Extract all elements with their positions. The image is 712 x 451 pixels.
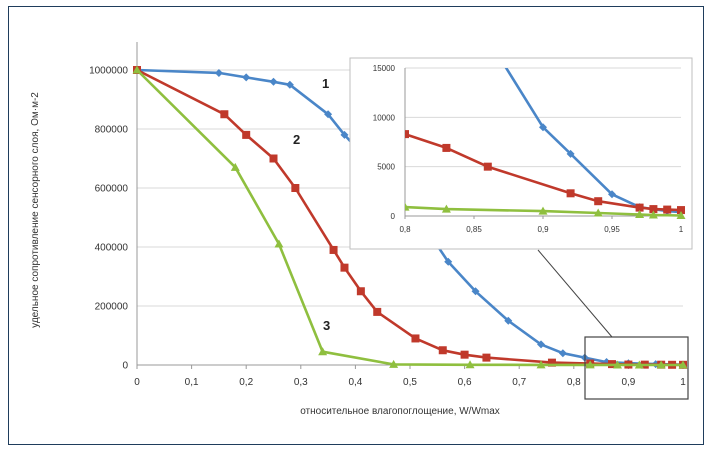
main-series-2-point xyxy=(547,358,556,367)
main-y-tick-label: 200000 xyxy=(95,302,129,313)
main-series-1-point xyxy=(340,130,349,139)
main-series-2-point xyxy=(220,110,229,119)
main-x-tick-label: 0,7 xyxy=(512,377,526,388)
main-series-1-point xyxy=(471,287,480,296)
main-series-3-point xyxy=(230,162,240,171)
curve-label-1: 1 xyxy=(322,76,329,91)
main-series-3-point xyxy=(585,360,595,369)
main-series-1-point xyxy=(214,68,223,77)
main-y-tick-label: 400000 xyxy=(95,243,129,254)
inset-panel xyxy=(349,57,693,250)
main-series-3-point xyxy=(656,360,666,369)
main-series-2-point xyxy=(340,263,349,272)
main-series-2-point xyxy=(411,334,420,343)
main-series-3-point xyxy=(536,360,546,369)
inset-x-tick-label: 0,95 xyxy=(604,225,620,234)
inset-series-2-point xyxy=(483,162,492,171)
inset-series-1-point xyxy=(484,34,492,42)
main-x-tick-label: 0,1 xyxy=(185,377,199,388)
zoom-region-box xyxy=(584,336,689,400)
main-x-tick-label: 0,3 xyxy=(294,377,308,388)
main-series-3-point xyxy=(634,360,644,369)
main-series-2-point xyxy=(460,350,469,359)
main-series-3-point xyxy=(132,65,142,74)
main-series-1-point xyxy=(269,77,278,86)
inset-y-tick-label: 0 xyxy=(391,212,396,221)
inset-series-3-point xyxy=(405,202,410,211)
main-x-tick-label: 0,2 xyxy=(239,377,253,388)
main-series-2-point xyxy=(242,130,251,139)
inset-series-3-point xyxy=(593,208,603,217)
main-x-tick-label: 0,6 xyxy=(458,377,472,388)
curve-label-3: 3 xyxy=(323,318,330,333)
inset-series-2-point xyxy=(635,203,644,212)
main-series-3-point xyxy=(389,359,399,368)
main-series-3-point xyxy=(678,360,688,369)
inset-x-tick-label: 1 xyxy=(679,225,684,234)
main-series-2-point xyxy=(356,287,365,296)
main-series-2-point xyxy=(329,245,338,254)
inset-series-group xyxy=(405,34,686,220)
inset-y-tick-label: 15000 xyxy=(373,64,396,73)
inset-series-3-point xyxy=(441,204,451,213)
main-series-3-line xyxy=(136,69,683,367)
inset-y-tick-label: 10000 xyxy=(373,113,396,122)
main-series-2-point xyxy=(373,307,382,316)
main-series-3-point xyxy=(612,360,622,369)
inset-series-1-point xyxy=(608,190,616,199)
inset-series-2-point xyxy=(442,143,451,152)
main-y-tick-label: 600000 xyxy=(95,184,129,195)
inset-series-2-point xyxy=(405,130,409,139)
main-y-tick-label: 1000000 xyxy=(89,66,128,77)
main-x-tick-label: 1 xyxy=(680,377,686,388)
inset-x-tick-label: 0,85 xyxy=(466,225,482,234)
main-series-3-point xyxy=(465,360,475,369)
main-series-2-point xyxy=(269,154,278,163)
main-y-axis-title: удельное сопротивление сенсорного слоя, … xyxy=(30,92,41,328)
main-series-3-point xyxy=(318,347,328,356)
curve-label-2: 2 xyxy=(293,132,300,147)
inset-series-3-point xyxy=(648,210,658,219)
main-series-1-point xyxy=(504,316,513,325)
main-series-1-point xyxy=(444,257,453,266)
main-x-axis-title: относительное влагопоглощение, W/Wmax xyxy=(300,406,500,417)
inset-series-2-point xyxy=(594,197,603,206)
main-series-1-point xyxy=(285,80,294,89)
main-series-1-point xyxy=(324,110,333,119)
main-series-1-point xyxy=(242,73,251,82)
inset-series-2-point xyxy=(663,205,672,214)
main-series-2-point xyxy=(438,346,447,355)
main-series-2-point xyxy=(482,353,491,362)
zoom-connector-line xyxy=(537,249,613,338)
inset-series-2-point xyxy=(566,189,575,198)
main-x-tick-label: 0,5 xyxy=(403,377,417,388)
inset-series-1-point xyxy=(566,149,575,158)
main-x-tick-label: 0,9 xyxy=(621,377,635,388)
inset-series-2-point xyxy=(677,206,685,215)
main-x-tick-label: 0 xyxy=(134,377,140,388)
inset-y-tick-label: 5000 xyxy=(377,163,395,172)
inset-x-tick-label: 0,9 xyxy=(537,225,549,234)
main-series-3-point xyxy=(274,239,284,248)
inset-series-3-point xyxy=(676,211,686,220)
main-series-1-point xyxy=(537,340,546,349)
main-x-tick-label: 0,4 xyxy=(348,377,362,388)
main-series-1-point xyxy=(558,349,567,358)
main-series-2-point xyxy=(291,184,300,192)
inset-series-3-point xyxy=(538,206,548,215)
inset-series-1-point xyxy=(539,123,547,132)
inset-series-2-point xyxy=(649,205,658,214)
inset-series-3-point xyxy=(635,210,645,219)
inset-x-tick-label: 0,8 xyxy=(399,225,411,234)
main-x-tick-label: 0,8 xyxy=(567,377,581,388)
main-y-tick-label: 0 xyxy=(122,361,128,372)
main-y-tick-label: 800000 xyxy=(95,125,129,136)
